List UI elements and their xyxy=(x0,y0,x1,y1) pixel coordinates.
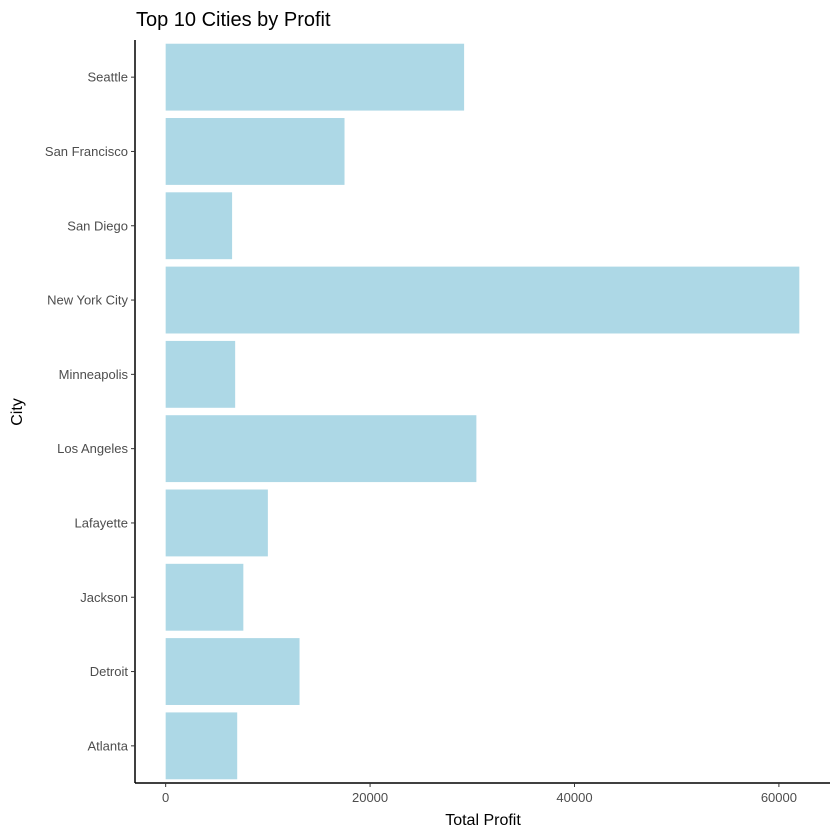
y-tick-label-seattle: Seattle xyxy=(88,70,128,85)
y-tick-label-lafayette: Lafayette xyxy=(75,515,129,530)
bar-atlanta xyxy=(165,712,238,780)
x-tick-label: 0 xyxy=(162,790,169,805)
y-tick-label-san-diego: San Diego xyxy=(67,218,128,233)
bar-san-francisco xyxy=(165,118,345,185)
bar-new-york-city xyxy=(165,266,800,334)
bar-san-diego xyxy=(165,192,233,260)
y-tick-label-new-york-city: New York City xyxy=(47,293,128,308)
y-axis-title: City xyxy=(9,398,26,426)
x-axis-ticks: 0 20000 40000 60000 xyxy=(162,783,797,805)
bar-seattle xyxy=(165,43,465,111)
x-tick-label: 20000 xyxy=(352,790,388,805)
y-tick-label-minneapolis: Minneapolis xyxy=(59,367,129,382)
y-axis-ticks: Atlanta Detroit Jackson Lafayette Los Angele… xyxy=(45,70,135,753)
x-tick-label: 60000 xyxy=(761,790,797,805)
bar-detroit xyxy=(165,638,300,705)
bar-los-angeles xyxy=(165,415,477,483)
chart-title: Top 10 Cities by Profit xyxy=(136,9,331,31)
x-axis-title: Total Profit xyxy=(445,812,521,829)
y-tick-label-san-francisco: San Francisco xyxy=(45,144,128,159)
y-tick-label-jackson: Jackson xyxy=(80,590,128,605)
x-tick-label: 40000 xyxy=(556,790,592,805)
bar-lafayette xyxy=(165,489,268,557)
y-tick-label-los-angeles: Los Angeles xyxy=(57,441,128,456)
bar-jackson xyxy=(165,563,244,631)
bars-group xyxy=(165,43,800,780)
bar-minneapolis xyxy=(165,340,236,408)
y-tick-label-atlanta: Atlanta xyxy=(88,738,129,753)
y-tick-label-detroit: Detroit xyxy=(90,664,129,679)
